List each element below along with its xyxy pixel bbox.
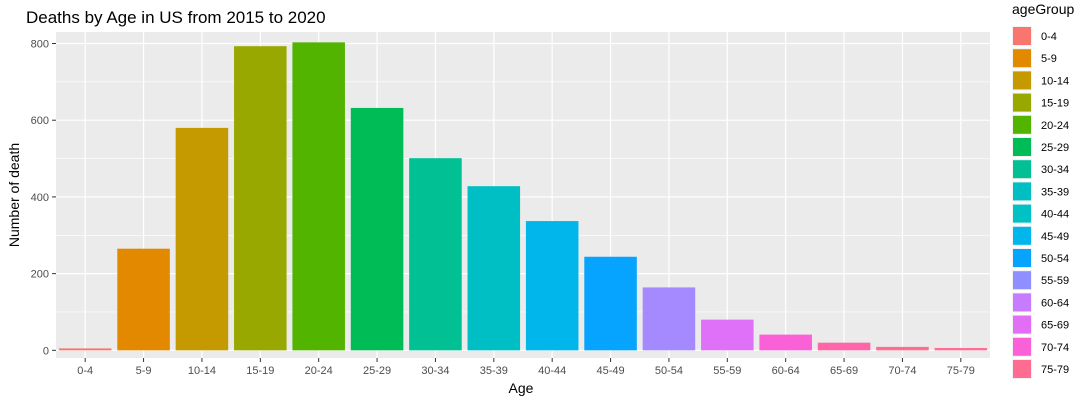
legend-label: 35-39 [1041, 186, 1069, 198]
x-tick-label: 75-79 [947, 365, 975, 377]
legend-label: 40-44 [1041, 209, 1069, 221]
bar-30-34 [409, 158, 462, 351]
bar-65-69 [817, 342, 871, 351]
y-axis-title: Number of death [6, 143, 22, 247]
legend-label: 70-74 [1041, 342, 1069, 354]
legend-swatch-25-29 [1013, 138, 1031, 156]
bar-60-64 [759, 334, 812, 351]
y-tick-label: 200 [31, 269, 49, 281]
legend-swatch-5-9 [1013, 49, 1031, 68]
legend-swatch-40-44 [1013, 204, 1031, 223]
x-tick-label: 5-9 [136, 365, 152, 377]
legend-label: 50-54 [1041, 253, 1069, 265]
x-tick-label: 10-14 [188, 365, 216, 377]
legend-swatch-30-34 [1013, 160, 1031, 179]
legend-swatch-15-19 [1013, 93, 1031, 112]
legend-label: 20-24 [1041, 120, 1069, 132]
legend-keys: 0-4 5-9 10-14 15-19 20-24 25-29 30-34 35-39 40-4… [1012, 26, 1069, 379]
legend-label: 0-4 [1041, 31, 1057, 43]
legend-label: 25-29 [1041, 142, 1069, 154]
x-tick-label: 25-29 [363, 365, 391, 377]
legend-swatch-60-64 [1013, 293, 1031, 312]
y-axis-ticks: 0 200 400 600 800 [31, 39, 56, 357]
bar-75-79 [934, 348, 988, 351]
y-tick-label: 400 [31, 192, 49, 204]
x-tick-label: 70-74 [888, 365, 916, 377]
legend-label: 5-9 [1041, 53, 1057, 65]
bar-55-59 [701, 319, 754, 351]
legend-label: 65-69 [1041, 320, 1069, 332]
legend-swatch-55-59 [1013, 271, 1031, 290]
x-tick-label: 30-34 [421, 365, 449, 377]
legend-label: 60-64 [1041, 297, 1069, 309]
x-tick-label: 50-54 [655, 365, 683, 377]
bar-35-39 [467, 186, 521, 351]
chart-title: Deaths by Age in US from 2015 to 2020 [26, 8, 326, 27]
y-tick-label: 800 [31, 39, 49, 51]
x-tick-label: 0-4 [77, 365, 93, 377]
legend-label: 45-49 [1041, 231, 1069, 243]
bar-25-29 [350, 107, 404, 351]
x-axis-ticks: 0-4 5-9 10-14 15-19 20-24 25-29 30-34 35-39 40-4… [77, 358, 975, 377]
legend: ageGroup 0-4 5-9 10-14 15-19 20-24 25-29 30-34… [1012, 1, 1074, 379]
bars [58, 42, 988, 351]
x-tick-label: 55-59 [713, 365, 741, 377]
x-tick-label: 40-44 [538, 365, 566, 377]
bar-70-74 [876, 346, 929, 351]
x-tick-label: 20-24 [305, 365, 333, 377]
bar-20-24 [292, 42, 345, 351]
x-tick-label: 35-39 [480, 365, 508, 377]
y-tick-label: 0 [43, 345, 49, 357]
legend-swatch-70-74 [1013, 337, 1031, 356]
legend-label: 10-14 [1041, 75, 1069, 87]
legend-swatch-65-69 [1013, 315, 1031, 334]
bar-40-44 [525, 221, 579, 351]
bar-15-19 [234, 46, 287, 351]
legend-swatch-10-14 [1013, 71, 1031, 90]
x-tick-label: 45-49 [596, 365, 624, 377]
legend-label: 55-59 [1041, 275, 1069, 287]
legend-swatch-50-54 [1013, 249, 1031, 267]
legend-label: 15-19 [1041, 98, 1069, 110]
legend-swatch-45-49 [1013, 226, 1031, 245]
bar-10-14 [175, 127, 229, 351]
legend-label: 30-34 [1041, 164, 1069, 176]
x-axis-title: Age [509, 380, 534, 396]
legend-swatch-75-79 [1013, 360, 1031, 378]
x-tick-label: 65-69 [830, 365, 858, 377]
bar-5-9 [117, 248, 170, 351]
bar-50-54 [642, 287, 696, 351]
bar-45-49 [584, 256, 637, 351]
x-tick-label: 15-19 [246, 365, 274, 377]
x-tick-label: 60-64 [772, 365, 800, 377]
bar-0-4 [58, 348, 112, 351]
y-tick-label: 600 [31, 115, 49, 127]
legend-label: 75-79 [1041, 364, 1069, 376]
legend-swatch-35-39 [1013, 182, 1031, 201]
legend-title: ageGroup [1012, 1, 1074, 17]
legend-swatch-20-24 [1013, 115, 1031, 134]
legend-swatch-0-4 [1013, 27, 1031, 45]
